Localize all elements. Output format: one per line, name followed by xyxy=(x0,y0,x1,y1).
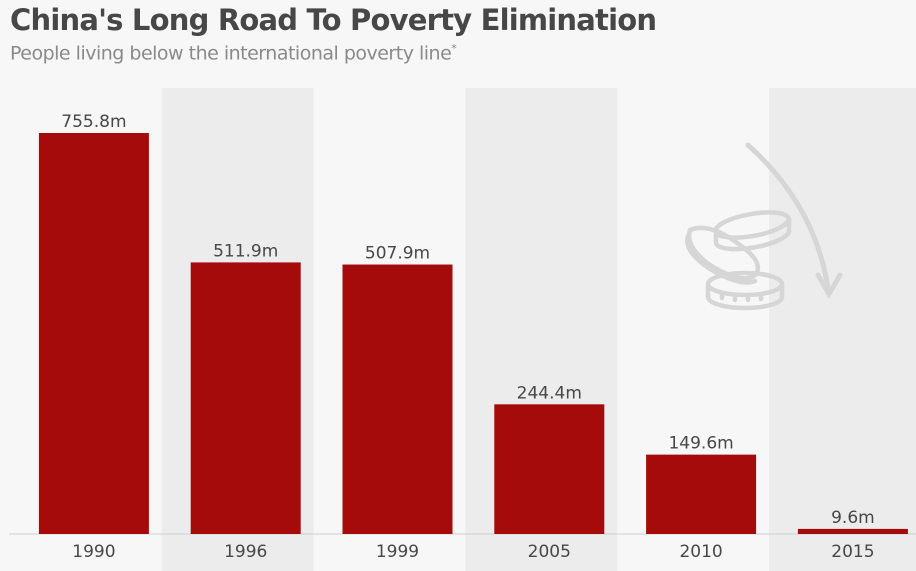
x-tick-label: 2005 xyxy=(528,542,571,562)
x-tick-labels: 1990 1996 1999 2005 2010 2015 xyxy=(72,542,874,562)
x-tick-label: 2015 xyxy=(831,542,874,562)
value-labels: 755.8m 511.9m 507.9m 244.4m 149.6m 9.6m xyxy=(61,112,874,528)
x-tick-label: 1996 xyxy=(224,542,267,562)
bar-1996 xyxy=(190,262,301,534)
chart-title: China's Long Road To Poverty Elimination xyxy=(10,3,657,37)
bar-2005 xyxy=(494,404,605,534)
coins-icon xyxy=(685,210,792,311)
value-label: 149.6m xyxy=(668,434,733,454)
decoration xyxy=(685,142,843,311)
bars xyxy=(38,133,908,534)
x-tick-label: 1990 xyxy=(72,542,115,562)
value-label: 244.4m xyxy=(517,383,582,403)
chart-subtitle-text: People living below the international po… xyxy=(10,42,452,65)
column-band xyxy=(769,88,916,571)
value-label: 755.8m xyxy=(61,112,126,132)
chart-title-text: China's Long Road To Poverty Elimination xyxy=(10,3,657,37)
bar-1990 xyxy=(38,133,149,534)
down-arrow-icon xyxy=(745,142,843,299)
bar-1999 xyxy=(342,264,453,534)
chart-subtitle: People living below the international po… xyxy=(10,42,457,65)
x-tick-label: 2010 xyxy=(679,542,722,562)
bar-2010 xyxy=(646,454,757,534)
value-label: 511.9m xyxy=(213,241,278,261)
x-tick-label: 1999 xyxy=(376,542,419,562)
footnote-mark: * xyxy=(451,42,457,55)
bar-2015 xyxy=(797,528,908,534)
value-label: 507.9m xyxy=(365,244,430,264)
value-label: 9.6m xyxy=(831,508,875,528)
